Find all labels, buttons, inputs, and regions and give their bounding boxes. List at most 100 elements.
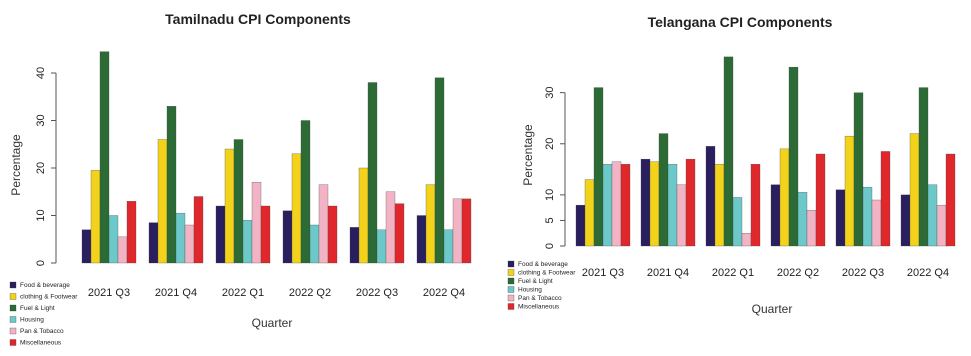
- legend-swatch: [507, 260, 515, 268]
- x-tick-label: 2021 Q4: [155, 287, 197, 299]
- bar: [291, 153, 302, 264]
- bar: [358, 167, 369, 264]
- x-axis-label: Quarter: [752, 302, 793, 316]
- legend-label: Pan & Tobacco: [20, 328, 64, 335]
- bar: [327, 205, 338, 264]
- bar: [705, 146, 716, 247]
- x-tick-label: 2022 Q4: [907, 267, 949, 279]
- bar: [443, 229, 454, 264]
- bar: [658, 133, 669, 247]
- bar: [667, 164, 678, 247]
- bar: [385, 191, 396, 264]
- bar: [732, 197, 743, 247]
- bar: [918, 87, 929, 247]
- y-tick-label: 5: [544, 217, 556, 223]
- bar: [434, 77, 445, 264]
- bar: [282, 210, 293, 264]
- bar: [452, 198, 463, 264]
- legend-label: Fuel & Light: [20, 305, 55, 312]
- bar: [184, 224, 195, 264]
- bar: [945, 153, 956, 247]
- bar: [815, 153, 826, 247]
- legend-label: clothing & Footwear: [20, 294, 78, 301]
- legend-swatch: [9, 293, 17, 300]
- bar: [233, 139, 244, 264]
- bar: [797, 192, 808, 247]
- y-tick-label: 30: [544, 87, 556, 99]
- bar: [853, 92, 864, 247]
- bar: [611, 161, 622, 247]
- legend-swatch: [507, 286, 515, 293]
- y-tick-label: 0: [544, 243, 556, 249]
- x-tick-label: 2022 Q2: [777, 267, 819, 279]
- bar: [575, 204, 586, 247]
- chart-title: Tamilnadu CPI Components: [165, 11, 351, 27]
- bar: [309, 224, 320, 264]
- bar: [394, 203, 405, 264]
- legend-swatch: [507, 269, 515, 276]
- x-tick-label: 2021 Q3: [582, 267, 624, 279]
- bar: [425, 184, 436, 264]
- bar: [788, 66, 799, 247]
- bar: [108, 215, 119, 264]
- bar: [844, 135, 855, 247]
- bar: [193, 196, 204, 264]
- bar: [90, 170, 101, 264]
- x-tick-label: 2022 Q1: [712, 267, 754, 279]
- bar: [215, 205, 226, 264]
- bar: [649, 161, 660, 247]
- y-tick-label: 20: [544, 138, 556, 150]
- legend-label: Food & beverage: [20, 282, 70, 289]
- bar: [367, 82, 378, 264]
- tamilnadu-chart: Tamilnadu CPI Components Quarter Percent…: [9, 11, 472, 347]
- bar: [685, 158, 696, 247]
- y-tick-label: 0: [35, 260, 47, 266]
- legend-swatch: [507, 303, 515, 310]
- legend-swatch: [9, 281, 17, 289]
- bar: [770, 184, 781, 247]
- plot-area: 0 5 10 20 30 2021 Q3 2021 Q4 2022 Q1 2022 Q2 2022…: [544, 56, 956, 279]
- bar: [81, 229, 92, 264]
- legend-swatch: [9, 327, 17, 335]
- telangana-chart: Telangana CPI Components Quarter Percent…: [507, 14, 956, 316]
- bar: [602, 164, 613, 247]
- x-tick-label: 2022 Q1: [222, 287, 264, 299]
- x-axis-label: Quarter: [252, 316, 293, 330]
- bar: [741, 233, 752, 247]
- y-tick-label: 10: [35, 209, 47, 221]
- bar: [224, 148, 235, 264]
- legend-label: clothing & Footwear: [518, 270, 576, 277]
- bar: [835, 189, 846, 247]
- bar: [640, 158, 651, 247]
- bar: [880, 151, 891, 247]
- y-axis-label: Percentage: [9, 134, 23, 196]
- bar: [593, 87, 604, 247]
- bar: [862, 187, 873, 247]
- legend-swatch: [507, 277, 515, 285]
- bar: [148, 222, 159, 264]
- bar: [242, 220, 253, 264]
- legend-swatch: [507, 294, 515, 302]
- bar: [126, 201, 137, 264]
- x-tick-label: 2022 Q3: [356, 287, 398, 299]
- plot-area: 0 10 20 30 40 2021 Q3 2021 Q4 2022 Q1 2022 Q2 202…: [35, 51, 472, 299]
- x-tick-label: 2022 Q4: [423, 287, 465, 299]
- x-tick-label: 2021 Q3: [88, 287, 130, 299]
- y-tick-label: 40: [35, 67, 47, 79]
- bar: [806, 210, 817, 247]
- bar: [300, 120, 311, 264]
- legend-label: Housing: [518, 287, 542, 294]
- legend-label: Pan & Tobacco: [518, 295, 562, 302]
- legend-swatch: [9, 316, 17, 323]
- x-tick-label: 2022 Q3: [842, 267, 884, 279]
- bar: [750, 164, 761, 247]
- bar: [723, 56, 734, 247]
- chart-title: Telangana CPI Components: [648, 14, 833, 30]
- bar: [676, 184, 687, 247]
- x-tick-label: 2022 Q2: [289, 287, 331, 299]
- y-axis-label: Percentage: [521, 124, 535, 186]
- bar: [175, 212, 186, 264]
- bar: [318, 184, 329, 264]
